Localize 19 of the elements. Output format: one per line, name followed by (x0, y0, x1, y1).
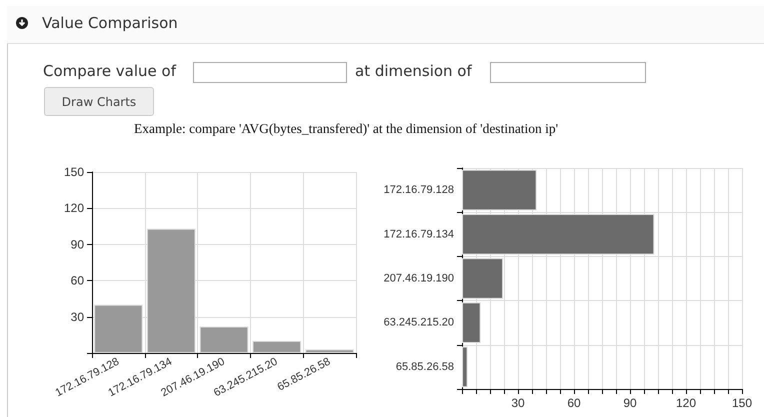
y-tick-label: 120 (64, 201, 84, 216)
y-tick-label: 150 (64, 165, 84, 179)
x-tick-label: 120 (676, 396, 696, 410)
y-tick-label: 172.16.79.128 (384, 184, 454, 196)
x-tick-label: 60 (567, 396, 581, 410)
y-tick-label: 172.16.79.134 (384, 228, 454, 240)
y-tick-label: 60 (70, 274, 84, 288)
y-tick-label: 207.46.19.190 (384, 272, 454, 284)
draw-charts-button: Draw Charts (44, 87, 154, 116)
x-tick-label: 150 (732, 396, 752, 410)
y-tick-label: 63.245.215.20 (384, 316, 454, 329)
y-tick-label: 30 (70, 310, 84, 324)
text: Compare value of (43, 62, 176, 80)
y-tick-label: 90 (70, 237, 84, 252)
chart-title: Value Comparison (42, 14, 178, 32)
text: Example: compare 'AVG(bytes_transfered)' at the dimension of 'destination ip' (134, 121, 558, 137)
x-tick-label: 30 (511, 396, 525, 410)
text: at dimension of (355, 62, 472, 80)
x-tick-label: 90 (623, 396, 637, 410)
